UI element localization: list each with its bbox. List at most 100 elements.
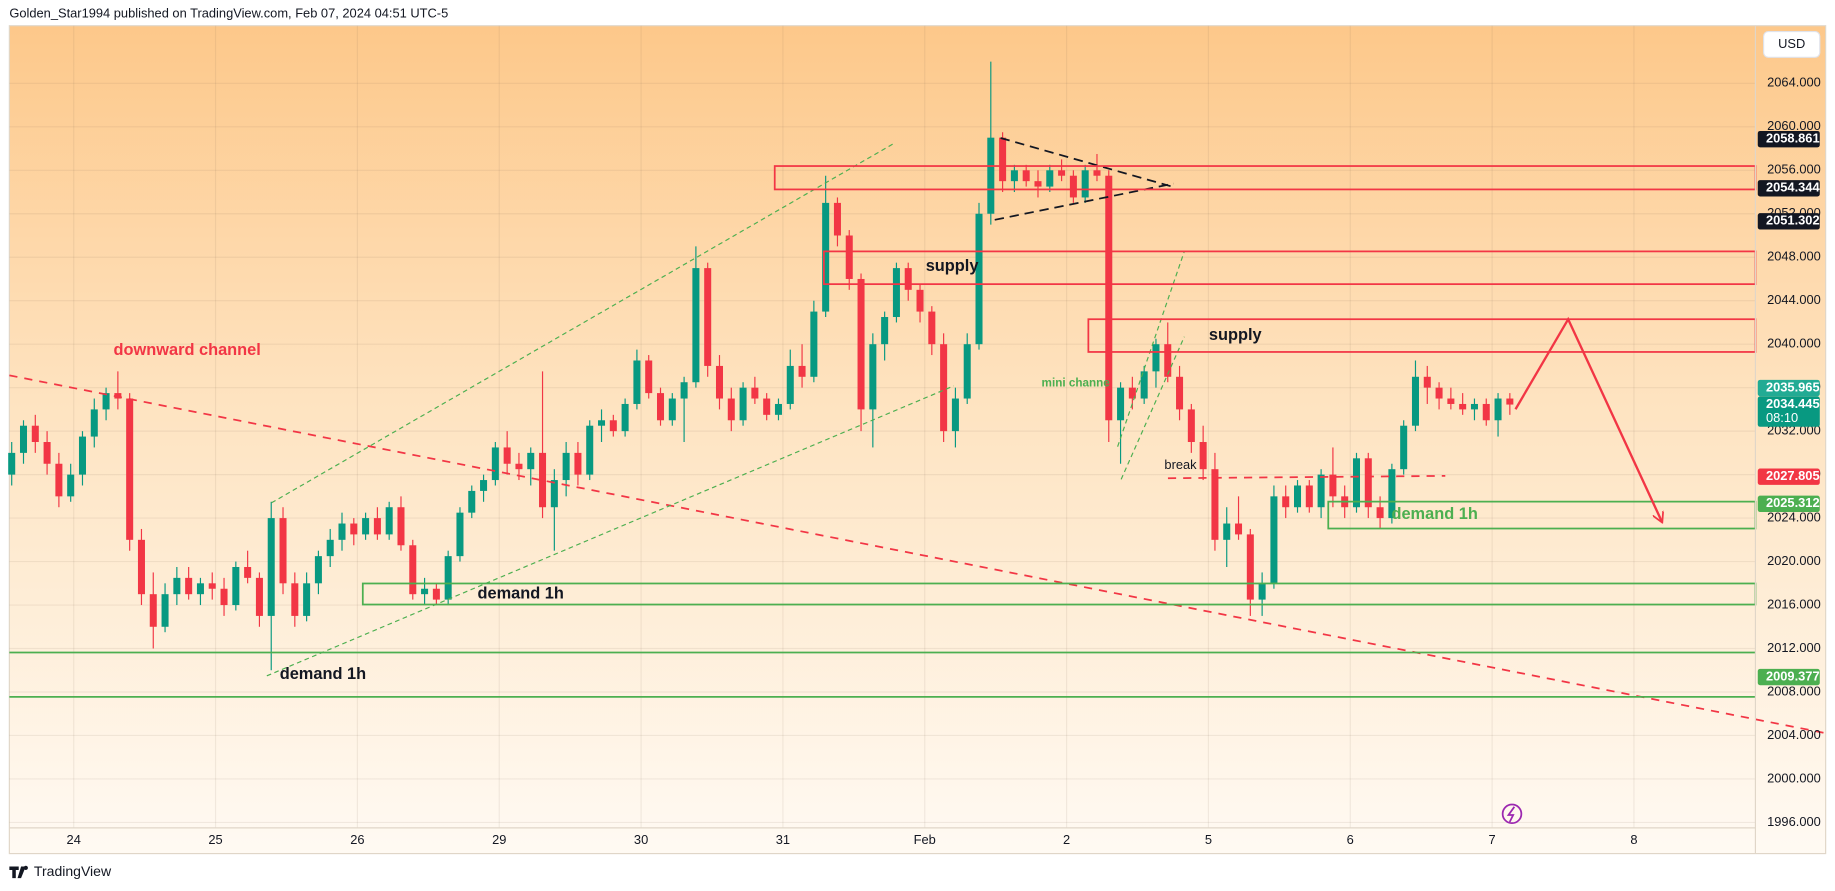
price-tag-label: 2035.965 <box>1766 379 1820 394</box>
candle-body <box>904 268 912 290</box>
candle-body <box>1482 403 1490 421</box>
y-tick-label: 2064.000 <box>1767 75 1821 90</box>
currency-button[interactable] <box>1763 30 1821 58</box>
candle-body <box>680 382 688 399</box>
price-tag <box>1757 180 1820 197</box>
candle-body <box>1447 398 1455 404</box>
mini-channel-line <box>1120 336 1185 480</box>
price-tag <box>1757 468 1820 485</box>
candle-body <box>444 556 452 600</box>
candle-body <box>1034 181 1042 187</box>
candle-body <box>491 447 499 481</box>
y-tick-label: 2056.000 <box>1767 162 1821 177</box>
annotation: supply <box>926 257 980 275</box>
price-tag-countdown: 08:10 <box>1766 410 1798 425</box>
candle-body <box>763 398 771 415</box>
candle-body <box>774 403 782 415</box>
annotation: demand 1h <box>477 584 563 602</box>
currency-label[interactable]: USD <box>1778 36 1805 51</box>
candle-body <box>1176 376 1184 410</box>
candle-body <box>881 317 889 345</box>
candle-body <box>527 452 535 470</box>
annotation: downward channel <box>114 341 261 359</box>
candle-body <box>1235 523 1243 535</box>
candle-body <box>314 556 322 584</box>
candle-body <box>480 480 488 491</box>
candle-body <box>951 398 959 432</box>
candle-body <box>149 594 157 627</box>
candle-body <box>598 420 606 426</box>
candle-body <box>656 393 665 421</box>
candle-body <box>244 567 252 578</box>
price-tag <box>1757 213 1820 230</box>
candle-body <box>1093 170 1101 176</box>
candle-body <box>1364 458 1372 508</box>
candle-body <box>185 577 193 595</box>
caption: Golden_Star1994 published on TradingView… <box>9 5 448 20</box>
candle-body <box>550 480 558 508</box>
candle-body <box>1081 170 1089 198</box>
candle-body <box>456 512 464 557</box>
candle-body <box>1494 398 1502 421</box>
candle-body <box>303 583 311 616</box>
candle-body <box>1506 398 1514 405</box>
candle-body <box>940 344 948 432</box>
x-tick-label: 24 <box>67 832 81 847</box>
price-tag <box>1757 379 1820 397</box>
candle-body <box>362 518 370 535</box>
projection-arrow <box>1514 316 1662 521</box>
candle-body <box>373 518 381 535</box>
x-tick-label: 26 <box>350 832 364 847</box>
candle-body <box>1305 485 1313 508</box>
candle-body <box>1105 175 1113 421</box>
price-tag-label: 2054.344 <box>1766 180 1821 195</box>
candle-body <box>1152 344 1160 372</box>
candle-body <box>1459 403 1467 410</box>
candle-body <box>1246 534 1254 600</box>
x-tick-label: 6 <box>1347 832 1354 847</box>
candle-body <box>1117 387 1125 421</box>
candle-body <box>621 403 629 432</box>
x-tick-label: 29 <box>492 832 506 847</box>
candle-body <box>1140 371 1148 399</box>
candle-body <box>267 518 275 616</box>
candle-body <box>1270 496 1278 584</box>
annotation: break <box>1164 457 1197 472</box>
candle-body <box>869 344 877 410</box>
candle-body <box>409 545 417 595</box>
y-tick-label: 2044.000 <box>1767 292 1821 307</box>
price-tag <box>1757 396 1820 427</box>
candle-body <box>668 398 676 421</box>
candles <box>8 61 1514 671</box>
candle-body <box>916 289 924 312</box>
annotation: mini channe <box>1042 377 1111 390</box>
chart-bg <box>8 25 1827 855</box>
candle-body <box>279 518 287 584</box>
annotation: demand 1h <box>280 665 366 683</box>
candle-body <box>609 420 617 432</box>
candle-body <box>102 393 110 410</box>
candle-body <box>987 137 995 214</box>
candle-body <box>432 588 440 600</box>
candle-body <box>1282 496 1290 508</box>
candle-body <box>173 577 181 595</box>
candle-body <box>385 507 393 535</box>
annotation: supply <box>1209 326 1263 344</box>
price-tags: 2058.861 2054.344 2051.302 2035.965 2034.445… <box>1757 131 1821 686</box>
candle-body <box>975 213 983 345</box>
candle-body <box>255 577 263 616</box>
candle-body <box>19 425 28 453</box>
x-tick-label: 2 <box>1063 832 1070 847</box>
y-tick-label: 2008.000 <box>1767 683 1821 698</box>
candle-body <box>67 474 75 497</box>
candle-body <box>114 393 122 399</box>
price-tag-label: 2058.861 <box>1766 131 1820 146</box>
break-line <box>1167 475 1446 480</box>
candle-body <box>515 463 523 470</box>
candle-body <box>1258 583 1266 600</box>
alert-icon <box>1501 803 1523 825</box>
brand-logo <box>9 865 28 879</box>
candle-body <box>727 398 735 421</box>
candle-body <box>645 360 653 394</box>
